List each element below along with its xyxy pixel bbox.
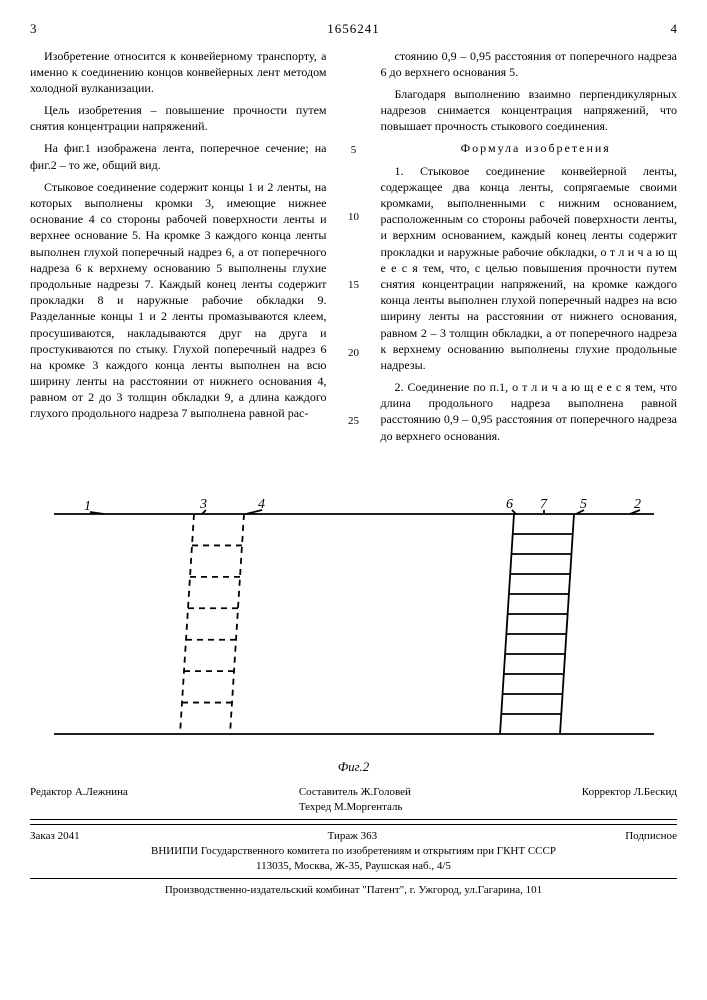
corrector: Корректор Л.Бескид: [582, 785, 677, 815]
editor: Редактор А.Лежнина: [30, 785, 128, 815]
line-num: 20: [347, 346, 361, 361]
credits-row: Редактор А.Лежнина Составитель Ж.Головей…: [30, 785, 677, 815]
svg-text:1: 1: [84, 499, 91, 514]
column-right: стоянию 0,9 – 0,95 расстояния от попереч…: [381, 48, 678, 482]
order: Заказ 2041: [30, 829, 80, 844]
line-num: 5: [347, 143, 361, 158]
patent-number: 1656241: [327, 20, 380, 38]
footer: Редактор А.Лежнина Составитель Ж.Головей…: [30, 785, 677, 897]
figure-2: 1346752 Фиг.2: [30, 494, 677, 776]
col1-p1: Изобретение относится к конвейерному тра…: [30, 48, 327, 97]
formula-title: Формула изобретения: [381, 140, 678, 156]
col2-p2: Благодаря выполнению взаимно перпендикул…: [381, 86, 678, 135]
compiler-techred: Составитель Ж.Головей Техред М.Моргентал…: [299, 785, 411, 815]
column-left: Изобретение относится к конвейерному тра…: [30, 48, 327, 482]
printer: Производственно-издательский комбинат "П…: [30, 883, 677, 898]
org: ВНИИПИ Государственного комитета по изоб…: [30, 844, 677, 859]
line-num: 25: [347, 414, 361, 429]
line-num: 15: [347, 278, 361, 293]
col1-p4: Стыковое соединение содержит концы 1 и 2…: [30, 179, 327, 422]
figure-caption: Фиг.2: [30, 758, 677, 776]
text-columns: Изобретение относится к конвейерному тра…: [30, 48, 677, 482]
line-number-gutter: 5 10 15 20 25: [347, 48, 361, 482]
svg-text:6: 6: [506, 497, 513, 512]
line-num: 10: [347, 210, 361, 225]
page-num-right: 4: [671, 20, 678, 38]
addr: 113035, Москва, Ж-35, Раушская наб., 4/5: [30, 859, 677, 874]
col1-p3: На фиг.1 изображена лента, поперечное се…: [30, 140, 327, 172]
svg-text:3: 3: [199, 497, 207, 512]
col2-p1: стоянию 0,9 – 0,95 расстояния от попереч…: [381, 48, 678, 80]
sub: Подписное: [625, 829, 677, 844]
col1-p2: Цель изобретения – повышение прочности п…: [30, 102, 327, 134]
claim-1: 1. Стыковое соединение конвейерной ленты…: [381, 163, 678, 373]
page-num-left: 3: [30, 20, 37, 38]
tirazh: Тираж 363: [328, 829, 378, 844]
figure-svg: 1346752: [44, 494, 664, 754]
svg-text:7: 7: [540, 497, 548, 512]
svg-text:2: 2: [634, 497, 641, 512]
page-header: 3 1656241 4: [30, 20, 677, 38]
claim-2: 2. Соединение по п.1, о т л и ч а ю щ е …: [381, 379, 678, 444]
order-row: Заказ 2041 Тираж 363 Подписное: [30, 824, 677, 844]
